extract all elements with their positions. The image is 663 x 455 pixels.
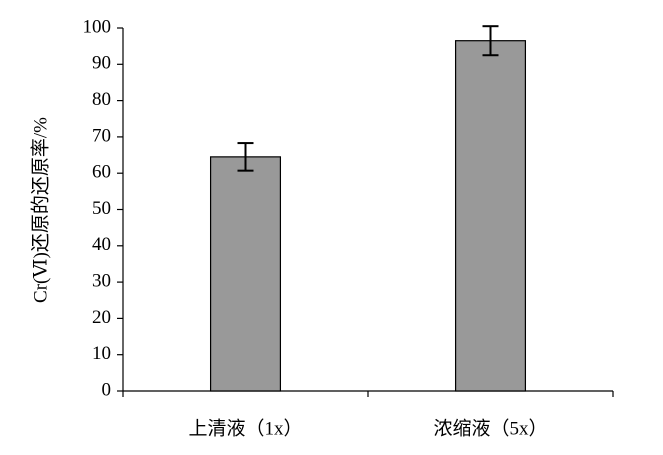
y-axis-label: Cr(Ⅵ)还原的还原率/% (29, 117, 51, 303)
y-tick-label: 70 (92, 125, 111, 146)
x-tick-label: 浓缩液（5x） (433, 417, 547, 439)
y-tick-label: 100 (83, 16, 112, 37)
bar (454, 40, 527, 392)
bar (209, 156, 282, 392)
x-tick-label: 上清液（1x） (188, 417, 302, 439)
y-tick-label: 50 (92, 198, 111, 219)
y-tick-label: 0 (102, 379, 112, 400)
y-tick-label: 40 (92, 234, 111, 255)
y-tick-label: 90 (92, 53, 111, 74)
error-bar (482, 25, 499, 57)
y-tick-label: 60 (92, 162, 111, 183)
y-tick-label: 20 (92, 307, 111, 328)
y-tick-label: 80 (92, 89, 111, 110)
y-tick-label: 30 (92, 270, 111, 291)
error-bar (237, 142, 254, 172)
y-tick-label: 10 (92, 343, 111, 364)
